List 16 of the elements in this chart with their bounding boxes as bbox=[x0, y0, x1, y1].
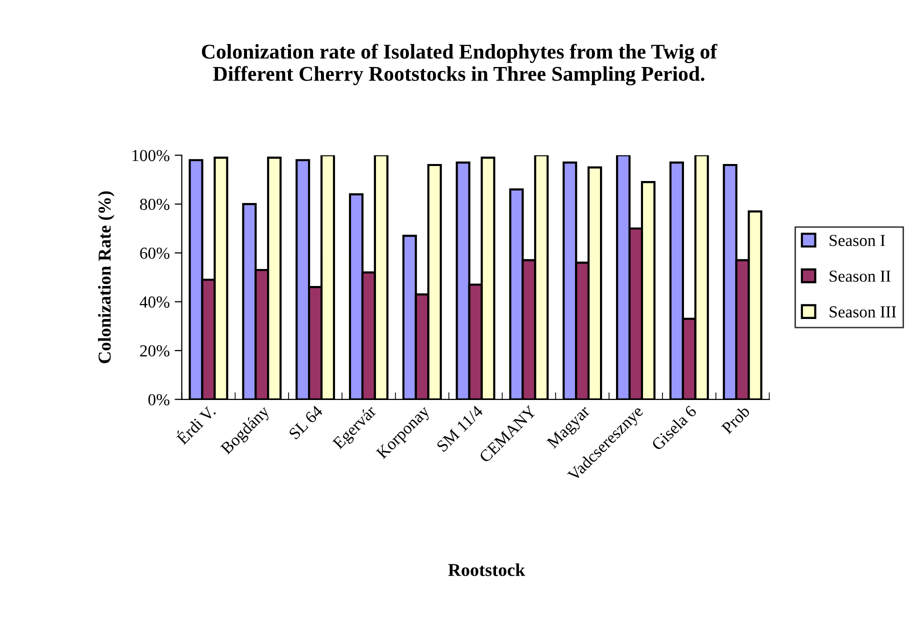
x-tick-label: SM 11/4 bbox=[436, 404, 484, 452]
legend-label: Season III bbox=[830, 306, 896, 318]
legend-label: Season I bbox=[830, 234, 885, 246]
chart-title: Colonization rate of Isolated Endophytes from the Twig of Different Cherry Rootstocks in Three Sampling Period. bbox=[202, 44, 718, 86]
x-tick-label: SL 64 bbox=[288, 404, 324, 440]
x-tick-label: Érdi V. bbox=[174, 403, 216, 446]
x-axis-title: Rootstock bbox=[448, 563, 526, 576]
y-tick-label: 100% bbox=[132, 150, 170, 162]
y-axis-title: Colonization Rate (%) bbox=[98, 191, 114, 364]
y-tick-label: 20% bbox=[140, 345, 170, 357]
y-tick-label: 0% bbox=[148, 394, 170, 406]
y-tick-label: 40% bbox=[140, 296, 170, 308]
y-tick-label: 80% bbox=[140, 198, 170, 210]
x-tick-label: Prob bbox=[720, 404, 750, 434]
y-tick-label: 60% bbox=[140, 248, 170, 259]
legend-label: Season II bbox=[830, 270, 890, 282]
